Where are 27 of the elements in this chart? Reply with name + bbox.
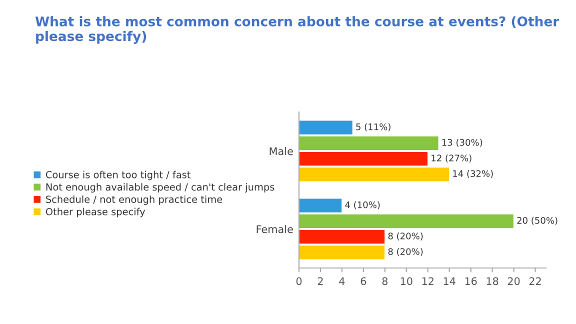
data-label: 20 (50%) [517,216,558,225]
x-tick-label: 20 [508,277,520,286]
data-label: 14 (32%) [453,170,493,178]
y-tick-label: Male [270,147,293,156]
x-tick-label: 8 [382,277,388,286]
x-tick-label: 0 [296,277,302,286]
legend-label: Schedule / not enough practice time [46,195,222,205]
x-tick-label: 12 [422,277,434,285]
x-tick-label: 22 [529,277,541,285]
y-tick-label: Female [256,225,293,234]
data-label: 13 (30%) [442,138,482,147]
x-tick-label: 10 [400,277,412,286]
data-label: 8 (20%) [388,248,423,256]
legend-label: Not enough available speed / can't clear jumps [46,183,274,193]
x-tick-label: 18 [486,277,498,286]
legend-label: Course is often too tight / fast [46,170,190,180]
data-label: 5 (11%) [356,123,390,132]
data-label: 8 (20%) [388,232,423,240]
x-tick-label: 4 [339,277,345,285]
x-tick-label: 16 [465,277,477,286]
x-tick-label: 6 [360,277,366,286]
chart-title: What is the most common concern about the course at events? (Other please specify) [35,16,560,44]
legend-label: Other please specify [46,208,146,218]
data-label: 12 (27%) [432,154,472,162]
data-label: 4 (10%) [345,201,380,210]
x-tick-label: 2 [318,277,323,285]
x-tick-label: 14 [444,277,456,285]
